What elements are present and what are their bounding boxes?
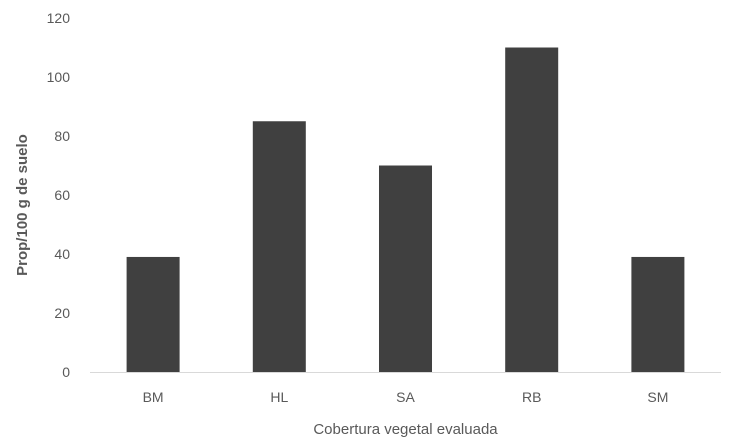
y-tick-label: 100 <box>47 69 71 85</box>
y-tick-label: 0 <box>62 364 70 380</box>
bar-hl <box>252 121 306 372</box>
y-tick-label: 60 <box>54 187 70 203</box>
bar-sa <box>378 165 433 372</box>
bar-bm <box>126 256 180 372</box>
x-tick-label-sm: SM <box>647 389 668 405</box>
bar-rb <box>505 47 559 372</box>
bar-sm <box>631 256 685 372</box>
x-axis-title: Cobertura vegetal evaluada <box>313 421 498 438</box>
x-tick-label-sa: SA <box>396 389 415 405</box>
y-tick-label: 120 <box>47 10 71 26</box>
x-tick-label-hl: HL <box>270 389 288 405</box>
x-tick-label-bm: BM <box>143 389 164 405</box>
x-axis-ticks: BM HL SA RB SM <box>143 389 669 405</box>
x-tick-label-rb: RB <box>522 389 541 405</box>
bars <box>126 47 685 372</box>
y-tick-label: 80 <box>54 128 70 144</box>
y-axis-title: Prop/100 g de suelo <box>14 134 31 276</box>
y-tick-label: 20 <box>54 305 70 321</box>
y-tick-label: 40 <box>54 246 70 262</box>
y-axis-ticks: 0 20 40 60 80 100 120 <box>47 10 71 380</box>
